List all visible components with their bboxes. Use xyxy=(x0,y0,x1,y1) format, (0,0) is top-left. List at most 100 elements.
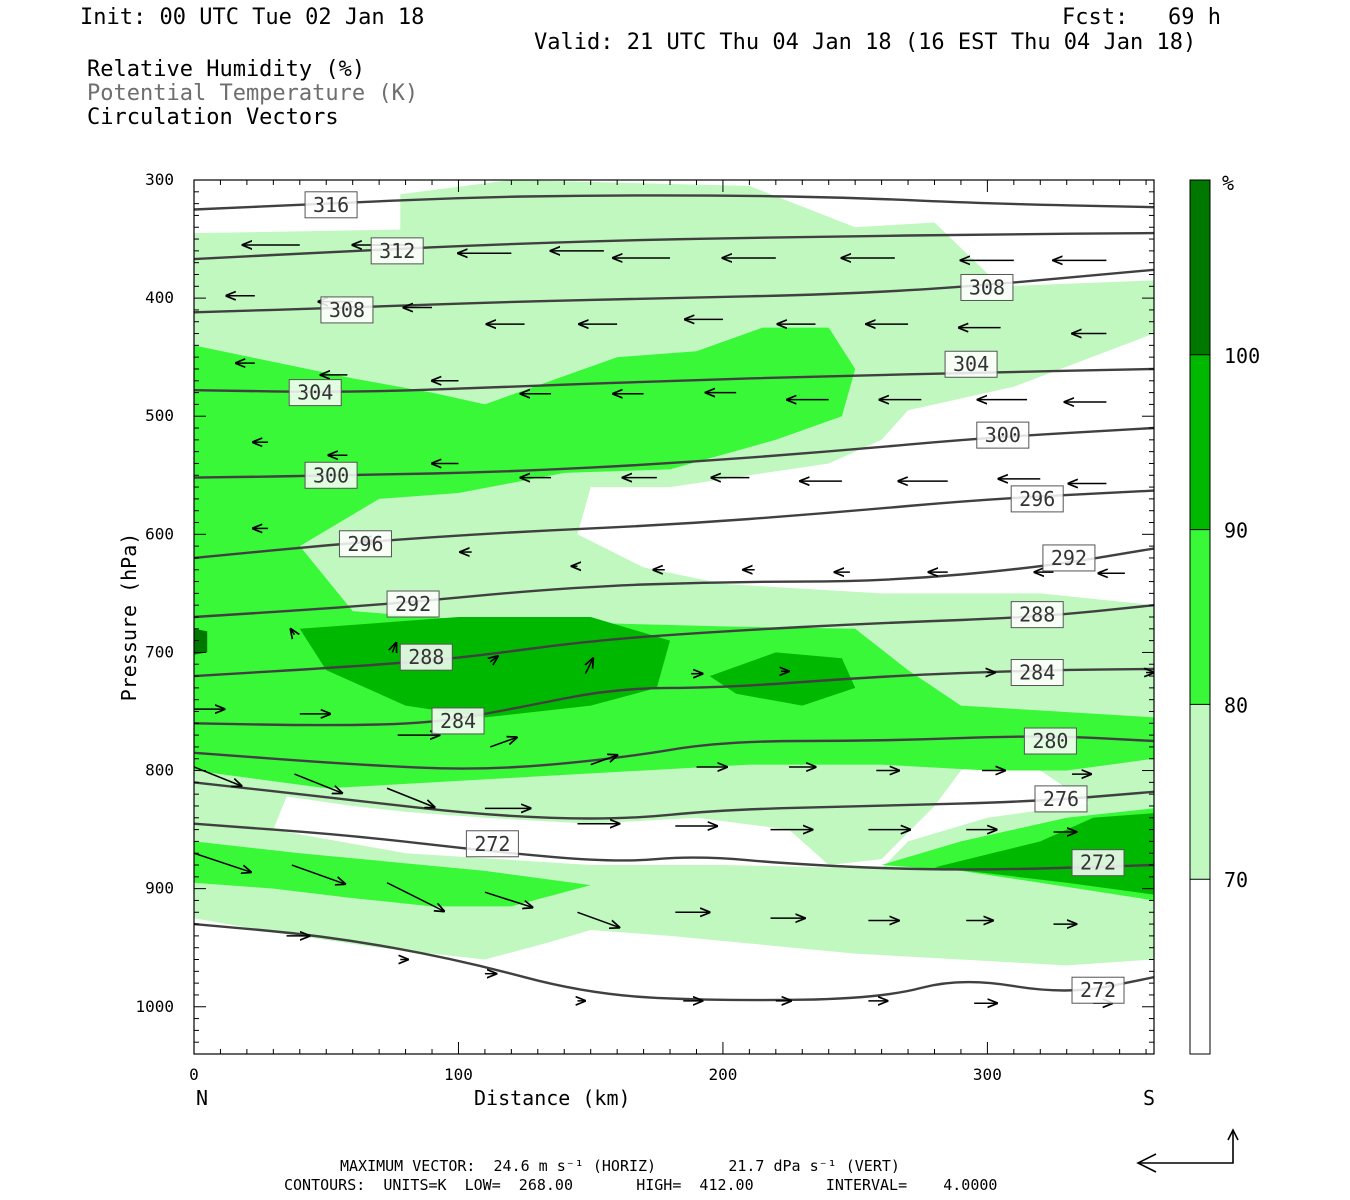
theta-contour-308-2 xyxy=(194,268,1154,314)
init-time: Init: 00 UTC Tue 02 Jan 18 xyxy=(80,5,425,30)
contour-label-312-1: 312 xyxy=(379,239,415,263)
circulation-vector-82 xyxy=(577,911,619,927)
y-tick-label-400: 400 xyxy=(145,288,174,307)
contour-label-308-2: 308 xyxy=(329,298,365,322)
contour-label-316-0-box xyxy=(304,191,358,219)
contour-label-304-3b-box xyxy=(944,350,998,378)
rh-region-90-5 xyxy=(709,652,856,706)
axis-ticks: 300 400 500 600 700 800 900 1000 0 100 200 300 xyxy=(135,170,1154,1084)
circulation-vector-70 xyxy=(386,787,435,807)
contour-label-288-7: 288 xyxy=(408,645,444,669)
circulation-vector-52 xyxy=(490,656,498,662)
contour-label-272-11b: 272 xyxy=(1080,851,1116,875)
theta-contour-288-7 xyxy=(194,604,1154,678)
contour-label-292-6b-box xyxy=(1042,544,1096,572)
x-tick-label-300: 300 xyxy=(973,1065,1002,1084)
colorbar-segment-4 xyxy=(1190,180,1210,355)
circulation-vector-80 xyxy=(386,882,444,912)
theta-contour-280-9 xyxy=(194,735,1154,770)
contour-label-300-4: 300 xyxy=(313,463,349,487)
theta-contour-276-10 xyxy=(194,781,1154,820)
contour-label-272-11b-box xyxy=(1071,849,1125,877)
rh-region-100-7 xyxy=(194,628,208,655)
colorbar-segment-2 xyxy=(1190,529,1210,705)
contour-label-316-0: 316 xyxy=(313,193,349,217)
contour-label-296-5b: 296 xyxy=(1019,487,1055,511)
x-tick-label-0: 0 xyxy=(189,1065,199,1084)
contour-label-304-3b: 304 xyxy=(953,352,989,376)
contour-label-272-11: 272 xyxy=(474,832,510,856)
contour-label-304-3-box xyxy=(288,379,342,407)
theta-contour-312-1 xyxy=(194,231,1154,261)
colorbar-segment-1 xyxy=(1190,704,1210,880)
circulation-vector-79 xyxy=(291,864,345,884)
contour-label-288-7-box xyxy=(399,643,453,671)
circulation-vector-78 xyxy=(194,852,251,872)
contours-note: CONTOURS: UNITS=K LOW= 268.00 HIGH= 412.… xyxy=(284,1176,998,1194)
rh-region-80-2 xyxy=(194,841,591,907)
colorbar-label-80: 80 xyxy=(1224,693,1248,717)
x-tick-label-100: 100 xyxy=(444,1065,473,1084)
contour-label-284-8b: 284 xyxy=(1019,661,1055,685)
x-axis-title: Distance (km) xyxy=(474,1086,631,1110)
legend-vectors: Circulation Vectors xyxy=(87,105,339,130)
x-right-label: S xyxy=(1143,1086,1155,1110)
colorbar-unit: % xyxy=(1222,171,1234,195)
y-axis-title: Pressure (hPa) xyxy=(117,533,141,702)
circulation-vector-61 xyxy=(489,737,517,748)
contour-label-280-9: 280 xyxy=(1032,729,1068,753)
y-tick-label-700: 700 xyxy=(145,642,174,661)
x-tick-label-200: 200 xyxy=(708,1065,737,1084)
contour-label-296-5b-box xyxy=(1010,485,1064,513)
y-tick-label-1000: 1000 xyxy=(135,997,174,1016)
contour-label-284-8-box xyxy=(431,707,485,735)
theta-contour-272-12 xyxy=(194,922,1154,1002)
contour-label-292-6: 292 xyxy=(395,592,431,616)
legend-rh: Relative Humidity (%) xyxy=(87,57,366,82)
contour-label-284-8b-box xyxy=(1010,659,1064,687)
valid-time: Valid: 21 UTC Thu 04 Jan 18 (16 EST Thu … xyxy=(534,30,1197,55)
circulation-vector-69 xyxy=(294,773,342,793)
colorbar-label-90: 90 xyxy=(1224,519,1248,543)
reference-vector-icon xyxy=(1136,1128,1239,1173)
y-tick-label-300: 300 xyxy=(145,170,174,189)
colorbar-label-100: 100 xyxy=(1224,344,1260,368)
y-tick-label-900: 900 xyxy=(145,879,174,898)
contour-label-288-7b: 288 xyxy=(1019,603,1055,627)
theta-contour-296-5 xyxy=(194,489,1154,560)
contour-label-292-6b: 292 xyxy=(1051,546,1087,570)
colorbar: 70 80 90 100 xyxy=(1189,179,1260,1055)
contour-label-304-3: 304 xyxy=(297,381,333,405)
contour-label-312-1-box xyxy=(370,237,424,265)
contour-label-288-7b-box xyxy=(1010,601,1064,629)
colorbar-label-70: 70 xyxy=(1224,868,1248,892)
y-tick-label-600: 600 xyxy=(145,524,174,543)
max-vector-note: MAXIMUM VECTOR: 24.6 m s⁻¹ (HORIZ) 21.7 … xyxy=(340,1157,900,1175)
contour-label-300-4b-box xyxy=(976,421,1030,449)
contour-label-276-10: 276 xyxy=(1043,787,1079,811)
x-left-label: N xyxy=(196,1086,208,1110)
contour-label-272-12: 272 xyxy=(1080,978,1116,1002)
y-tick-label-800: 800 xyxy=(145,761,174,780)
contour-label-296-5-box xyxy=(338,530,392,558)
contour-label-292-6-box xyxy=(386,590,440,618)
colorbar-segment-0 xyxy=(1190,879,1210,1054)
contour-label-276-10-box xyxy=(1034,785,1088,813)
contour-label-300-4-box xyxy=(304,461,358,489)
theta-contour-272-11 xyxy=(194,822,1154,871)
legend-theta: Potential Temperature (K) xyxy=(87,81,419,106)
colorbar-segment-3 xyxy=(1190,354,1210,530)
contour-label-296-5: 296 xyxy=(347,532,383,556)
theta-contour-284-8 xyxy=(194,667,1154,727)
contour-label-300-4b: 300 xyxy=(985,423,1021,447)
colorbar-frame xyxy=(1189,179,1211,1055)
contour-label-280-9-box xyxy=(1023,727,1077,755)
contour-label-308-2-box xyxy=(320,296,374,324)
forecast-hour: Fcst: 69 h xyxy=(1062,5,1221,30)
contour-label-284-8: 284 xyxy=(440,709,476,733)
contour-label-308-2b-box xyxy=(960,273,1014,301)
circulation-vector-81 xyxy=(484,891,533,907)
contour-label-272-12-box xyxy=(1071,976,1125,1004)
circulation-vector-51 xyxy=(392,643,396,653)
contour-label-272-11-box xyxy=(465,830,519,858)
